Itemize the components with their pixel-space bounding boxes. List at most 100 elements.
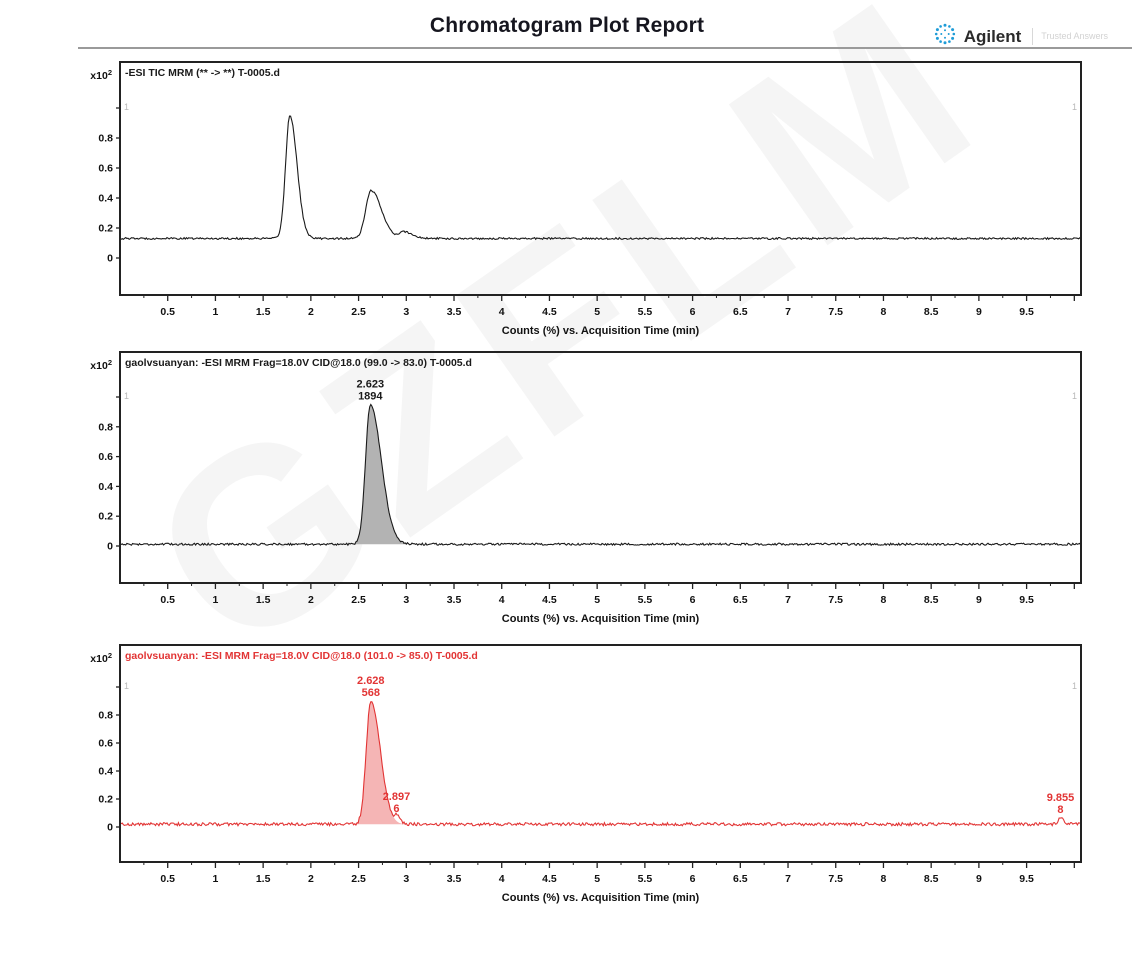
trace	[119, 701, 1081, 828]
x-tick-label: 1	[213, 873, 219, 885]
x-axis-label: Counts (%) vs. Acquisition Time (min)	[502, 613, 700, 625]
corner-marker-right: 1	[1072, 391, 1077, 401]
x-tick-label: 4	[499, 306, 505, 318]
panel-header: gaolvsuanyan: -ESI MRM Frag=18.0V CID@18…	[125, 650, 478, 662]
x-tick-label: 5	[594, 873, 600, 885]
trace	[119, 115, 1082, 241]
y-scale-label: x102	[90, 68, 112, 82]
x-tick-label: 2.5	[351, 594, 366, 606]
x-tick-label: 3	[403, 594, 409, 606]
x-tick-label: 0.5	[160, 873, 175, 885]
y-tick-label: 0.4	[98, 766, 113, 778]
x-tick-label: 4	[499, 873, 505, 885]
y-tick-label: 0	[107, 822, 113, 834]
x-tick-label: 4.5	[542, 873, 557, 885]
x-tick-label: 9	[976, 873, 982, 885]
peak-area-label: 568	[362, 687, 380, 699]
peak-rt-label: 9.855	[1047, 792, 1075, 804]
corner-marker-right: 1	[1072, 681, 1077, 691]
trace	[119, 403, 1082, 547]
x-tick-label: 0.5	[160, 306, 175, 318]
peak-rt-label: 2.623	[357, 378, 385, 390]
y-tick-label: 0.6	[98, 163, 113, 175]
agilent-starburst-icon	[933, 22, 957, 51]
x-tick-label: 9.5	[1019, 306, 1034, 318]
x-tick-label: 9	[976, 594, 982, 606]
brand-name: Agilent	[963, 26, 1022, 46]
x-tick-label: 8.5	[924, 873, 939, 885]
plot-border	[119, 61, 1082, 296]
peak-area-label: 1894	[358, 390, 383, 402]
x-tick-label: 9.5	[1019, 594, 1034, 606]
x-tick-label: 4.5	[542, 594, 557, 606]
x-tick-label: 6.5	[733, 594, 748, 606]
x-tick-label: 8.5	[924, 594, 939, 606]
x-tick-label: 1.5	[256, 873, 271, 885]
y-tick-label: 0.4	[98, 193, 113, 205]
corner-marker-left: 1	[124, 391, 129, 401]
x-tick-label: 9	[976, 306, 982, 318]
x-tick-label: 5	[594, 594, 600, 606]
x-axis-label: Counts (%) vs. Acquisition Time (min)	[502, 325, 700, 337]
x-tick-label: 1	[213, 594, 219, 606]
x-tick-label: 1.5	[256, 306, 271, 318]
x-tick-label: 6	[690, 594, 696, 606]
plot-border	[119, 351, 1082, 584]
y-tick-label: 0	[107, 253, 113, 265]
x-tick-label: 2.5	[351, 306, 366, 318]
chromatogram-panel-1: 0 0.2 0.4 0.6 0.8 x102 1 1 0.5 1 1.5 2 2.5 3 3.5 4 4.5 5 5…	[90, 61, 1082, 337]
y-tick-label: 0.6	[98, 451, 113, 463]
peak-fill	[351, 404, 420, 545]
peak-area-label: 8	[1057, 804, 1063, 816]
x-tick-label: 3.5	[447, 594, 462, 606]
y-tick-label: 0.8	[98, 133, 113, 145]
brand-tagline: Trusted Answers	[1032, 28, 1108, 45]
y-scale-label: x102	[90, 651, 112, 665]
corner-marker-left: 1	[124, 102, 129, 112]
x-tick-label: 6.5	[733, 306, 748, 318]
x-tick-label: 3.5	[447, 873, 462, 885]
y-tick-label: 0.8	[98, 710, 113, 722]
x-tick-label: 2	[308, 873, 314, 885]
x-tick-label: 4	[499, 594, 505, 606]
y-tick-label: 0.8	[98, 421, 113, 433]
x-tick-label: 8.5	[924, 306, 939, 318]
x-tick-label: 1	[213, 306, 219, 318]
x-tick-label: 7.5	[828, 306, 843, 318]
y-scale-label: x102	[90, 358, 112, 372]
x-tick-label: 9.5	[1019, 873, 1034, 885]
y-tick-label: 0	[107, 541, 113, 553]
y-tick-label: 0.2	[98, 511, 113, 523]
corner-marker-left: 1	[124, 681, 129, 691]
agilent-logo: Agilent Trusted Answers	[933, 22, 1108, 51]
x-tick-label: 5	[594, 306, 600, 318]
plot-border	[119, 644, 1082, 863]
x-tick-label: 8	[881, 873, 887, 885]
y-tick-label: 0.4	[98, 481, 113, 493]
x-tick-label: 3	[403, 873, 409, 885]
x-tick-label: 7	[785, 594, 791, 606]
corner-marker-right: 1	[1072, 102, 1077, 112]
x-tick-label: 6.5	[733, 873, 748, 885]
x-tick-label: 8	[881, 594, 887, 606]
chromatogram-panel-2: 0 0.2 0.4 0.6 0.8 x102 1 1 0.5 1 1.5 2 2.5 3 3.5 4 4.5 5 5…	[90, 351, 1082, 625]
panel-header: gaolvsuanyan: -ESI MRM Frag=18.0V CID@18…	[125, 357, 472, 369]
x-tick-label: 4.5	[542, 306, 557, 318]
x-tick-label: 5.5	[638, 594, 653, 606]
x-tick-label: 6	[690, 306, 696, 318]
x-tick-label: 7.5	[828, 873, 843, 885]
peak-rt-label: 2.897	[383, 791, 411, 803]
peak-area-label: 6	[393, 803, 399, 815]
page-title: Chromatogram Plot Report	[429, 14, 705, 37]
x-tick-label: 2	[308, 306, 314, 318]
peak-rt-label: 2.628	[357, 675, 385, 687]
x-tick-label: 2.5	[351, 873, 366, 885]
x-tick-label: 8	[881, 306, 887, 318]
x-tick-label: 3.5	[447, 306, 462, 318]
x-axis-label: Counts (%) vs. Acquisition Time (min)	[502, 892, 700, 904]
x-tick-label: 7.5	[828, 594, 843, 606]
panel-header: -ESI TIC MRM (** -> **) T-0005.d	[125, 67, 280, 79]
x-tick-label: 5.5	[638, 873, 653, 885]
